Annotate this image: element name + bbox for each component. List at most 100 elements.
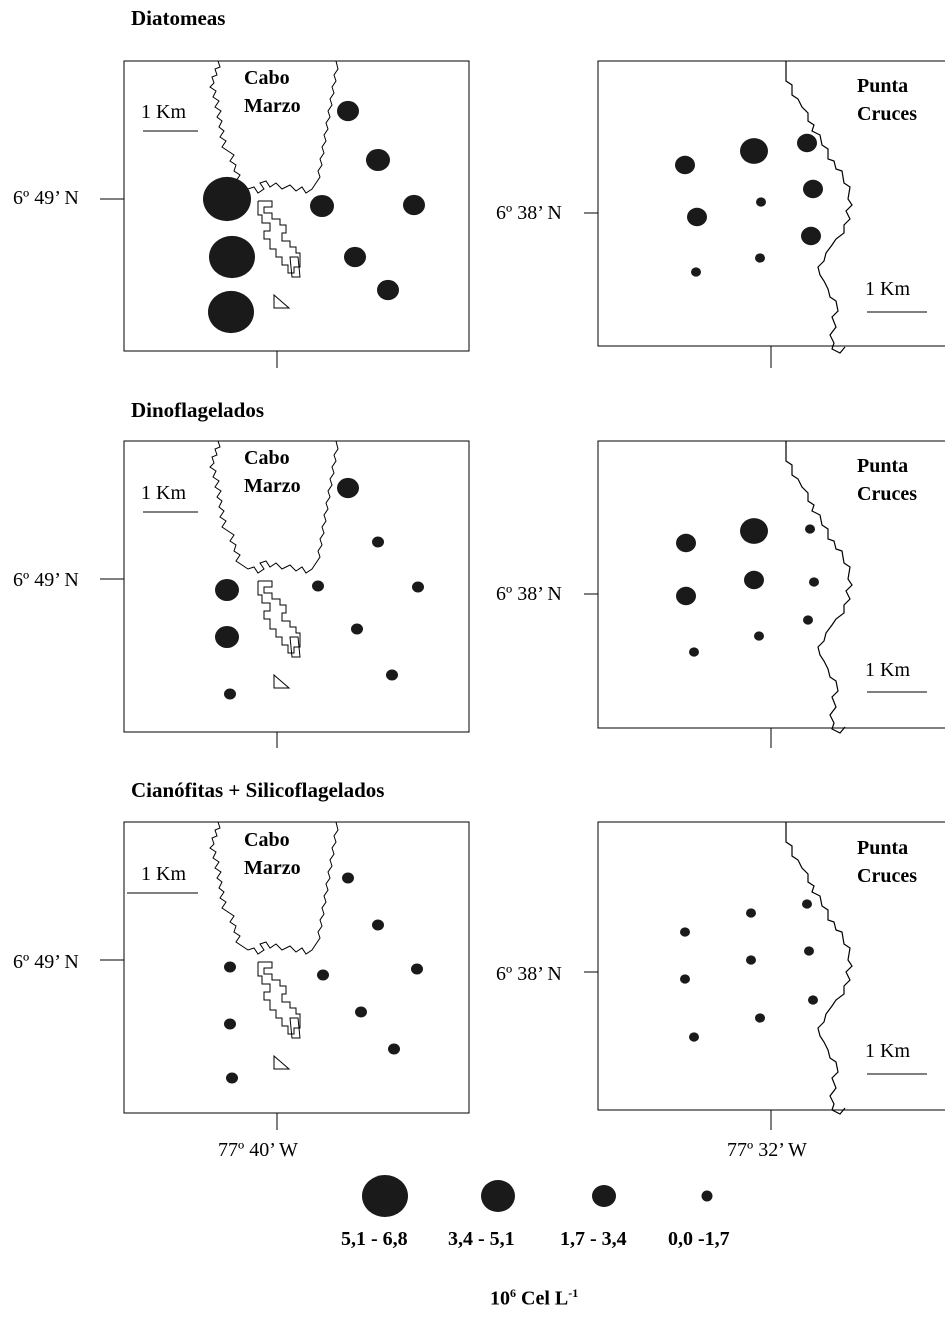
station-dot <box>215 625 239 649</box>
panel-cianofitas-cabo-marzo: Cabo Marzo 1 Km <box>100 821 470 1130</box>
legend-label-2: 3,4 - 5,1 <box>448 1228 515 1250</box>
group-title-diatomeas: Diatomeas <box>131 6 226 30</box>
station-dot <box>676 533 696 553</box>
site-label-cruces: Cruces <box>857 865 917 887</box>
legend-symbols <box>362 1175 713 1217</box>
lat-label-right-2: 6º 38’ N <box>496 583 562 605</box>
site-label-cruces: Cruces <box>857 103 917 125</box>
station-dot <box>805 524 815 534</box>
station-dot <box>797 133 817 153</box>
site-label-marzo: Marzo <box>244 857 301 879</box>
legend-symbol-small <box>592 1185 616 1207</box>
station-dot <box>344 246 366 268</box>
station-dots <box>203 100 425 334</box>
station-dot <box>351 623 363 635</box>
station-dot <box>203 176 251 222</box>
station-dot <box>689 647 699 657</box>
scale-bar-label: 1 Km <box>141 101 186 123</box>
site-label-punta: Punta <box>857 75 908 97</box>
panel-dinoflagelados-punta-cruces: Punta Cruces 1 Km <box>584 440 945 748</box>
legend-unit: 106 Cel L-1 <box>490 1286 579 1310</box>
site-label-cabo: Cabo <box>244 447 290 469</box>
legend-label-3: 1,7 - 3,4 <box>560 1228 627 1250</box>
station-dot <box>317 969 329 981</box>
station-dot <box>808 995 818 1005</box>
legend-symbol-tiny <box>701 1190 713 1202</box>
station-dot <box>226 1072 238 1084</box>
group-title-cianofitas: Cianófitas + Silicoflagelados <box>131 778 385 802</box>
site-label-marzo: Marzo <box>244 475 301 497</box>
scale-bar-label: 1 Km <box>865 1040 910 1062</box>
station-dot <box>746 955 756 965</box>
station-dot <box>224 1018 236 1030</box>
station-dot <box>412 581 424 593</box>
station-dot <box>803 179 823 199</box>
station-dot <box>802 899 812 909</box>
station-dot <box>209 235 255 279</box>
site-label-cabo: Cabo <box>244 829 290 851</box>
station-dot <box>755 253 765 263</box>
station-dot <box>337 100 359 122</box>
station-dots <box>215 477 424 700</box>
scale-bar-label: 1 Km <box>865 278 910 300</box>
station-dots <box>224 872 423 1084</box>
station-dot <box>680 974 690 984</box>
scale-bar-label: 1 Km <box>865 659 910 681</box>
site-label-cabo: Cabo <box>244 67 290 89</box>
legend-symbol-medium <box>481 1180 515 1212</box>
site-label-cruces: Cruces <box>857 483 917 505</box>
lat-label-left-1: 6º 49’ N <box>13 187 79 209</box>
station-dot <box>746 908 756 918</box>
station-dot <box>208 290 254 334</box>
panel-dinoflagelados-cabo-marzo: Cabo Marzo 1 Km <box>100 440 470 748</box>
station-dots <box>676 518 819 657</box>
station-dot <box>803 615 813 625</box>
station-dot <box>337 477 359 499</box>
station-dot <box>801 226 821 246</box>
station-dot <box>310 194 334 218</box>
panel-diatomeas-cabo-marzo: Cabo Marzo 1 Km <box>100 60 470 368</box>
group-title-dinoflagelados: Dinoflagelados <box>131 398 265 422</box>
station-dot <box>755 1013 765 1023</box>
lat-label-right-1: 6º 38’ N <box>496 202 562 224</box>
station-dot <box>215 578 239 602</box>
station-dot <box>312 580 324 592</box>
legend-label-4: 0,0 -1,7 <box>668 1228 730 1250</box>
station-dot <box>224 961 236 973</box>
lon-label-right: 77º 32’ W <box>727 1139 807 1161</box>
legend-symbol-large <box>362 1175 408 1217</box>
station-dot <box>744 570 764 590</box>
lat-label-left-2: 6º 49’ N <box>13 569 79 591</box>
station-dot <box>740 518 768 544</box>
station-dot <box>676 586 696 606</box>
station-dots <box>675 133 823 277</box>
station-dot <box>754 631 764 641</box>
lon-label-left: 77º 40’ W <box>218 1139 298 1161</box>
site-label-punta: Punta <box>857 837 908 859</box>
panel-diatomeas-punta-cruces: Punta Cruces 1 Km <box>584 60 945 368</box>
scale-bar-label: 1 Km <box>141 482 186 504</box>
station-dot <box>386 669 398 681</box>
station-dot <box>756 197 766 207</box>
station-dot <box>680 927 690 937</box>
scale-bar-label: 1 Km <box>141 863 186 885</box>
site-label-marzo: Marzo <box>244 95 301 117</box>
station-dot <box>372 536 384 548</box>
station-dot <box>804 946 814 956</box>
panel-cianofitas-punta-cruces: Punta Cruces 1 Km <box>584 821 945 1130</box>
site-label-punta: Punta <box>857 455 908 477</box>
station-dot <box>411 963 423 975</box>
station-dot <box>740 138 768 164</box>
legend-label-1: 5,1 - 6,8 <box>341 1228 408 1250</box>
station-dot <box>689 1032 699 1042</box>
station-dot <box>388 1043 400 1055</box>
station-dot <box>377 279 399 301</box>
station-dot <box>687 207 707 227</box>
lat-label-right-3: 6º 38’ N <box>496 963 562 985</box>
station-dot <box>355 1006 367 1018</box>
station-dot <box>403 194 425 216</box>
station-dot <box>809 577 819 587</box>
station-dot <box>224 688 236 700</box>
station-dot <box>366 148 390 172</box>
